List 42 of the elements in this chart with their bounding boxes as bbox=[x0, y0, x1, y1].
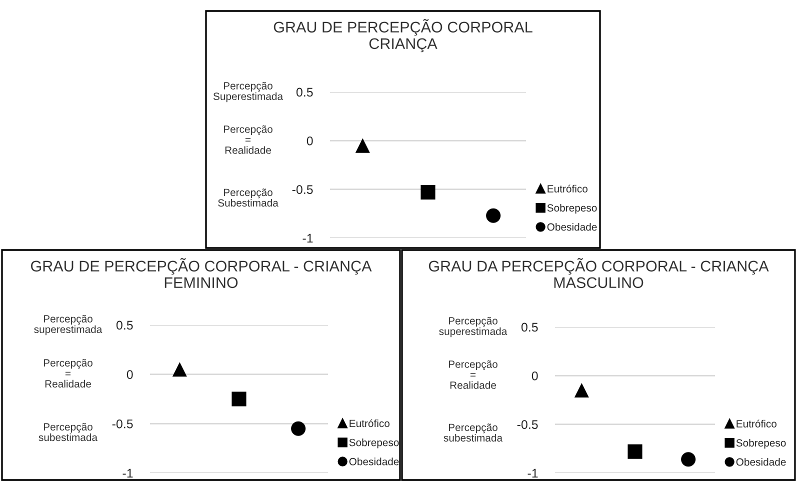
chart-title: GRAU DE PERCEPÇÃO CORPORAL CRIANÇA bbox=[274, 19, 532, 52]
y-tick-label: -1 bbox=[122, 468, 133, 478]
legend-label: Eutrófico bbox=[548, 184, 588, 193]
text: Percepção = Realidade bbox=[44, 358, 92, 388]
point bbox=[681, 452, 696, 467]
point bbox=[172, 362, 187, 377]
point bbox=[291, 421, 306, 436]
text: Percepção subestimada bbox=[444, 424, 503, 442]
legend-label: Sobrepeso bbox=[349, 438, 399, 448]
y-tick-label: -0.5 bbox=[292, 185, 313, 194]
y-tick-label: -1 bbox=[302, 234, 313, 243]
point bbox=[628, 444, 642, 459]
chart-title: GRAU DE PERCEPÇÃO CORPORAL - CRIANÇA FEMININO bbox=[31, 258, 372, 288]
y-tick-label: -0.5 bbox=[112, 419, 133, 428]
y-tick-label: 0.5 bbox=[296, 88, 313, 97]
y-tick-label: 0 bbox=[306, 136, 313, 146]
legend-label: Obesidade bbox=[736, 458, 786, 466]
legend-label: Eutrófico bbox=[736, 420, 777, 428]
legend-label: Sobrepeso bbox=[547, 204, 597, 214]
point bbox=[420, 184, 436, 200]
text: Percepção = Realidade bbox=[448, 360, 498, 389]
chart-title: GRAU DA PERCEPÇÃO CORPORAL - CRIANÇA MASCULINO bbox=[428, 258, 769, 288]
text: Percepção Subestimada bbox=[218, 188, 278, 207]
y-tick-label: -1 bbox=[528, 468, 538, 478]
y-tick-label: 0.5 bbox=[116, 320, 133, 330]
legend-label: Sobrepeso bbox=[736, 438, 786, 449]
point bbox=[355, 138, 370, 153]
y-tick-label: 0 bbox=[126, 370, 133, 379]
legend-label: Obesidade bbox=[349, 458, 399, 466]
legend-label: Obesidade bbox=[547, 223, 597, 231]
text: Percepção superestimada bbox=[439, 316, 508, 338]
y-tick-label: -0.5 bbox=[517, 420, 538, 429]
y-tick-label: 0 bbox=[532, 371, 538, 380]
text: Percepção subestimada bbox=[38, 422, 98, 442]
point bbox=[574, 382, 589, 398]
point bbox=[232, 392, 246, 406]
text: Percepção Superestimada bbox=[213, 82, 284, 102]
y-tick-label: 0.5 bbox=[521, 322, 538, 332]
point bbox=[486, 208, 501, 223]
legend-label: Eutrófico bbox=[350, 419, 390, 428]
text: Percepção superestimada bbox=[34, 314, 102, 336]
text: Percepção = Realidade bbox=[224, 125, 272, 154]
